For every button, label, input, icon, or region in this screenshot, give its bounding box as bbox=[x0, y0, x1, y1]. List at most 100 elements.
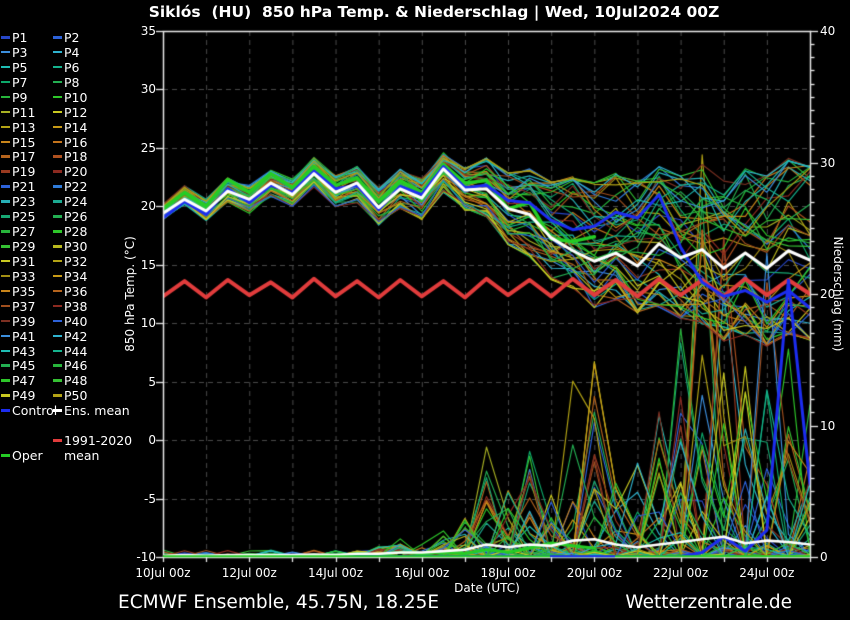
legend-label-p2: P2 bbox=[64, 30, 80, 45]
legend-label-p35: P35 bbox=[12, 283, 36, 299]
legend-label-p41: P41 bbox=[12, 328, 36, 344]
legend-label-p32: P32 bbox=[64, 253, 88, 269]
legend-label-p28: P28 bbox=[64, 224, 88, 240]
legend-label-p18: P18 bbox=[64, 149, 88, 165]
legend-swatch-p50 bbox=[53, 394, 62, 397]
x-tick-18Jul-00z: 18Jul 00z bbox=[480, 566, 536, 580]
legend-swatch-p22 bbox=[53, 185, 62, 188]
legend-label-p10: P10 bbox=[64, 89, 88, 105]
legend-label-p17: P17 bbox=[12, 149, 36, 165]
legend-swatch-p48 bbox=[53, 379, 62, 382]
legend-swatch-p33 bbox=[1, 274, 10, 278]
legend-label-p36: P36 bbox=[64, 283, 88, 299]
legend-swatch-p41 bbox=[1, 334, 10, 338]
legend-swatch-p10 bbox=[53, 95, 62, 99]
legend-swatch-p8 bbox=[53, 80, 62, 84]
legend-label-p31: P31 bbox=[12, 253, 36, 269]
legend-swatch-control bbox=[1, 409, 10, 412]
legend-swatch-p23 bbox=[1, 200, 10, 203]
temp-tick-25: 25 bbox=[140, 140, 156, 155]
legend-swatch-p32 bbox=[53, 259, 62, 263]
legend-swatch-p31 bbox=[1, 259, 10, 263]
temp-tick-10: 10 bbox=[140, 316, 156, 331]
legend-swatch-p45 bbox=[1, 364, 10, 367]
x-tick-12Jul-00z: 12Jul 00z bbox=[221, 566, 277, 580]
legend-label-clim-mean-2: mean bbox=[64, 448, 100, 464]
legend-label-p42: P42 bbox=[64, 328, 88, 344]
legend-label-p11: P11 bbox=[12, 104, 36, 120]
legend-swatch-p44 bbox=[53, 349, 62, 353]
legend-label-p38: P38 bbox=[64, 298, 88, 314]
legend-swatch-p11 bbox=[1, 110, 10, 114]
legend-swatch-p13 bbox=[1, 125, 10, 129]
x-tick-24Jul-00z: 24Jul 00z bbox=[739, 566, 795, 580]
legend-swatch-p3 bbox=[1, 50, 10, 54]
legend-label-oper: Oper bbox=[12, 448, 43, 464]
legend-label-p5: P5 bbox=[12, 59, 28, 75]
legend-label-p6: P6 bbox=[64, 59, 80, 75]
temp-tick-15: 15 bbox=[140, 257, 156, 272]
legend-swatch-p1 bbox=[1, 36, 10, 39]
legend-label-p47: P47 bbox=[12, 373, 36, 389]
temp-tick-35: 35 bbox=[140, 24, 156, 38]
legend-label-p16: P16 bbox=[64, 134, 88, 150]
legend-label-p39: P39 bbox=[12, 313, 36, 329]
legend-label-p21: P21 bbox=[12, 179, 36, 195]
legend-swatch-p46 bbox=[53, 364, 62, 367]
x-axis-title: Date (UTC) bbox=[454, 581, 520, 595]
x-tick-20Jul-00z: 20Jul 00z bbox=[566, 566, 622, 580]
legend-swatch-p25 bbox=[1, 215, 10, 218]
temp-tick--10: -10 bbox=[136, 550, 156, 564]
legend-label-p26: P26 bbox=[64, 209, 88, 225]
model-location-info: ECMWF Ensemble, 45.75N, 18.25E bbox=[118, 592, 440, 613]
legend-label-p29: P29 bbox=[12, 239, 36, 255]
legend-label-p30: P30 bbox=[64, 239, 88, 255]
precip-tick-40: 40 bbox=[820, 24, 836, 38]
legend-swatch-p24 bbox=[53, 200, 62, 203]
legend-label-p44: P44 bbox=[64, 343, 88, 359]
chart-title: Siklós (HU) 850 hPa Temp. & Niederschlag… bbox=[148, 3, 720, 21]
x-tick-14Jul-00z: 14Jul 00z bbox=[307, 566, 364, 580]
legend-swatch-p20 bbox=[53, 170, 62, 173]
legend-swatch-p14 bbox=[53, 125, 62, 129]
legend-swatch-p29 bbox=[1, 245, 10, 248]
legend-swatch-p2 bbox=[53, 36, 62, 39]
legend-swatch-p4 bbox=[53, 50, 62, 54]
legend-swatch-p7 bbox=[1, 80, 10, 84]
x-tick-10Jul-00z: 10Jul 00z bbox=[135, 566, 191, 580]
legend-label-p34: P34 bbox=[64, 268, 88, 284]
legend-swatch-p28 bbox=[53, 230, 62, 233]
legend-label-p46: P46 bbox=[64, 358, 88, 374]
legend-label-p40: P40 bbox=[64, 313, 88, 329]
legend-label-p27: P27 bbox=[12, 224, 36, 240]
legend-swatch-p39 bbox=[1, 319, 10, 323]
legend-label-p50: P50 bbox=[64, 388, 88, 404]
temp-tick-20: 20 bbox=[140, 199, 156, 214]
legend-label-p15: P15 bbox=[12, 134, 36, 150]
legend-swatch-p6 bbox=[53, 65, 62, 69]
legend-label-p12: P12 bbox=[64, 104, 88, 120]
legend-label-p37: P37 bbox=[12, 298, 36, 314]
legend-swatch-p19 bbox=[1, 170, 10, 173]
legend-swatch-ens-mean bbox=[53, 409, 62, 412]
legend-swatch-p12 bbox=[53, 110, 62, 114]
legend-label-p1: P1 bbox=[12, 30, 28, 45]
legend-label-p8: P8 bbox=[64, 74, 80, 90]
legend-label-p13: P13 bbox=[12, 119, 36, 135]
legend-label-p25: P25 bbox=[12, 209, 36, 225]
legend-label-p45: P45 bbox=[12, 358, 36, 374]
legend-swatch-p42 bbox=[53, 334, 62, 338]
legend-swatch-p17 bbox=[1, 155, 10, 158]
legend-label-p3: P3 bbox=[12, 44, 28, 60]
legend-swatch-p38 bbox=[53, 304, 62, 308]
legend-swatch-p40 bbox=[53, 319, 62, 323]
legend-label-p22: P22 bbox=[64, 179, 88, 195]
legend-label-p7: P7 bbox=[12, 74, 28, 90]
temp-tick-5: 5 bbox=[148, 374, 156, 389]
legend-swatch-p34 bbox=[53, 274, 62, 278]
x-tick-16Jul-00z: 16Jul 00z bbox=[394, 566, 450, 580]
temp-tick-0: 0 bbox=[148, 433, 156, 448]
legend-label-control: Control bbox=[12, 403, 58, 419]
legend-label-p24: P24 bbox=[64, 194, 88, 210]
